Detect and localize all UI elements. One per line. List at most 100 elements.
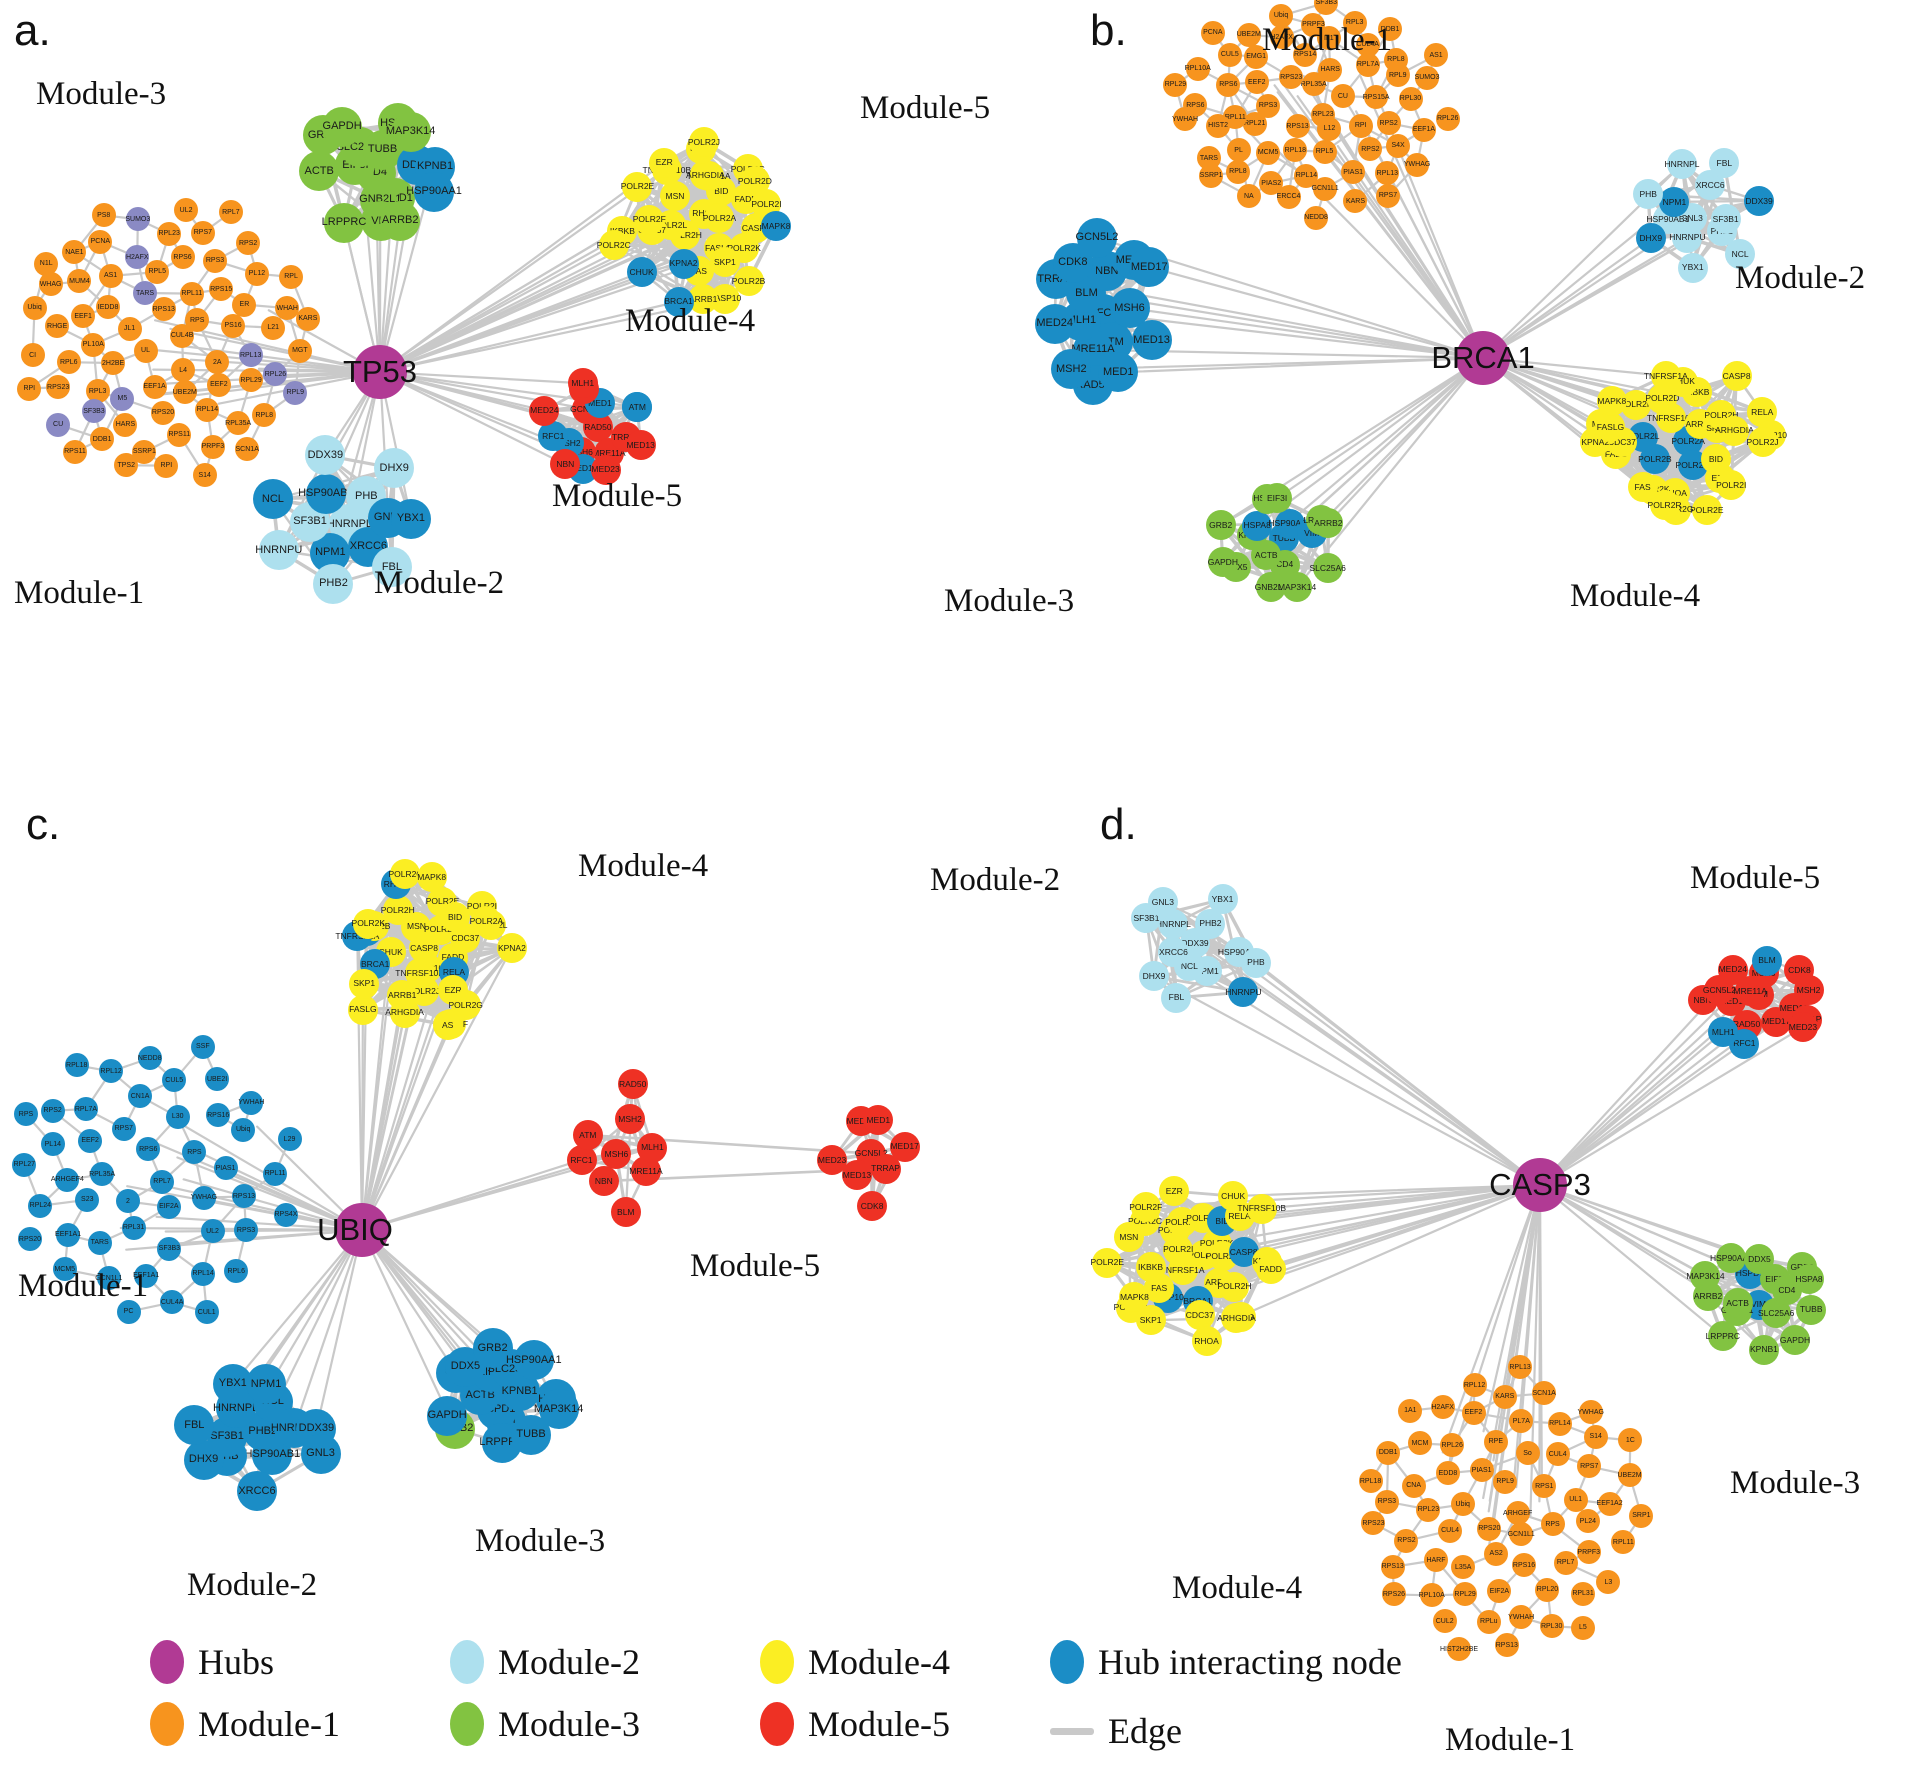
b-m1-node-51[interactable]: YWHAH bbox=[1172, 107, 1198, 132]
c-m1-node-4[interactable]: RPL35A bbox=[89, 1162, 115, 1187]
d-m1-node-35[interactable]: RPL10A bbox=[1419, 1583, 1445, 1608]
b-m1-node-1[interactable]: RPS13 bbox=[1285, 114, 1310, 139]
c-m1-node-9[interactable]: S23 bbox=[75, 1187, 100, 1212]
c-m1-node-43[interactable]: RPS20 bbox=[17, 1227, 42, 1252]
a-m1-node-37[interactable]: RPL35A bbox=[225, 411, 251, 436]
b-m1-node-24[interactable]: PIAS1 bbox=[1341, 160, 1366, 185]
a-m3-node-arrb2[interactable]: ARRB2 bbox=[380, 200, 421, 241]
b-m1-node-8[interactable]: RPI bbox=[1348, 113, 1373, 138]
c-m4-node-polr2h[interactable]: POLR2H bbox=[381, 895, 415, 926]
d-m1-node-0[interactable]: ARHGEF bbox=[1503, 1501, 1532, 1525]
d-m1-node-36[interactable]: KARS bbox=[1492, 1384, 1517, 1409]
d-m4-node-fadd[interactable]: FADD bbox=[1255, 1253, 1286, 1284]
d-m1-node-8[interactable]: RPS bbox=[1540, 1512, 1565, 1537]
c-m4-node-as[interactable]: AS bbox=[432, 1010, 463, 1041]
c-m5a-node-atm[interactable]: ATM bbox=[572, 1120, 603, 1150]
a-m1-node-11[interactable]: UBE2M bbox=[173, 380, 197, 405]
d-m1-node-40[interactable]: RPLu bbox=[1476, 1609, 1501, 1634]
a-m1-node-19[interactable]: RPS20 bbox=[151, 400, 175, 425]
a-m1-node-49[interactable]: SUMO3 bbox=[125, 207, 150, 232]
d-m2-node-gnl3[interactable]: GNL3 bbox=[1147, 887, 1178, 918]
c-m3-node-grb2[interactable]: GRB2 bbox=[472, 1328, 513, 1369]
d-m3-node-hsp90aa1[interactable]: HSP90AA1 bbox=[1710, 1242, 1753, 1273]
b-m3-node-hspa8[interactable]: HSPA8 bbox=[1242, 510, 1273, 541]
d-m5-node-med24[interactable]: MED24 bbox=[1717, 954, 1748, 985]
d-m1-node-6[interactable]: AS2 bbox=[1484, 1541, 1509, 1566]
a-m5-node-med24[interactable]: MED24 bbox=[529, 395, 560, 426]
c-m3-node-hsp90aa1[interactable]: HSP90AA1 bbox=[506, 1340, 562, 1381]
a-m1-node-65[interactable]: RPL7 bbox=[218, 200, 243, 225]
d-m1-node-46[interactable]: DDB1 bbox=[1376, 1440, 1401, 1465]
a-m1-node-60[interactable]: RPL bbox=[279, 264, 304, 289]
a-m1-node-6[interactable]: EEF1A bbox=[142, 374, 167, 399]
d-m1-node-43[interactable]: RPS13 bbox=[1380, 1554, 1405, 1579]
d-m3-node-actb[interactable]: ACTB bbox=[1722, 1288, 1753, 1319]
b-m1-node-55[interactable]: RPL26 bbox=[1435, 106, 1460, 131]
a-m1-node-9[interactable]: 2H2BE bbox=[101, 351, 126, 376]
a-m1-node-61[interactable]: TPS2 bbox=[114, 453, 139, 478]
a-m1-node-1[interactable]: UL bbox=[133, 338, 158, 363]
d-m1-node-32[interactable]: YWHAH bbox=[1508, 1605, 1534, 1630]
d-m1-node-22[interactable]: HARF bbox=[1423, 1548, 1448, 1573]
b-m1-node-10[interactable]: HARS bbox=[1318, 57, 1343, 82]
c-m1-node-24[interactable]: RPL14 bbox=[191, 1261, 216, 1286]
c-m5a-node-rad50[interactable]: RAD50 bbox=[617, 1069, 648, 1100]
d-m1-node-2[interactable]: RPL9 bbox=[1493, 1469, 1518, 1494]
d-m1-node-29[interactable]: PRPF3 bbox=[1576, 1540, 1601, 1565]
a-m1-node-12[interactable]: IEDD8 bbox=[96, 295, 121, 320]
d-m1-node-47[interactable]: UBE2M bbox=[1617, 1463, 1642, 1488]
a-m4-node-polr2a[interactable]: POLR2A bbox=[703, 202, 736, 233]
c-m1-node-45[interactable]: CUL1 bbox=[194, 1300, 219, 1325]
a-m3-node-lrpprc[interactable]: LRPPRC bbox=[322, 202, 366, 243]
b-m3-node-slc25a6[interactable]: SLC25A6 bbox=[1310, 553, 1346, 584]
d-m1-node-59[interactable]: RPL18 bbox=[1358, 1469, 1383, 1494]
c-m4-node-kpna2[interactable]: KPNA2 bbox=[496, 932, 527, 963]
a-m1-node-63[interactable]: RPL9 bbox=[283, 380, 308, 405]
d-m4-node-polr2h[interactable]: POLR2H bbox=[1217, 1271, 1251, 1302]
d-m4-node-arhgdia[interactable]: ARHGDIA bbox=[1217, 1302, 1256, 1333]
b-m1-node-25[interactable]: RPS6 bbox=[1216, 72, 1241, 97]
d-m1-node-42[interactable]: RPL11 bbox=[1611, 1530, 1636, 1555]
a-m3-node-actb[interactable]: ACTB bbox=[299, 151, 340, 192]
b-m3-node-eif3i[interactable]: EIF3I bbox=[1262, 483, 1293, 514]
d-m1-node-18[interactable]: CUL4 bbox=[1545, 1442, 1570, 1467]
c-m4-node-polr2a[interactable]: POLR2A bbox=[470, 906, 503, 937]
d-m1-node-15[interactable]: RPE bbox=[1483, 1429, 1508, 1454]
c-m1-node-6[interactable]: RPL31 bbox=[121, 1215, 146, 1240]
c-m1-node-15[interactable]: CN1A bbox=[128, 1084, 153, 1109]
d-m4-node-ikbkb[interactable]: IKBKB bbox=[1135, 1252, 1166, 1283]
b-m5-node-gcn5l2[interactable]: GCN5L2 bbox=[1076, 217, 1118, 258]
b-m1-node-60[interactable]: AS1 bbox=[1424, 43, 1449, 68]
a-m1-node-48[interactable]: DDB1 bbox=[90, 427, 115, 452]
c-m1-node-37[interactable]: RPL6 bbox=[224, 1259, 249, 1284]
d-m2-node-dhx9[interactable]: DHX9 bbox=[1139, 961, 1169, 992]
a-m1-node-35[interactable]: SF3B3 bbox=[81, 399, 106, 424]
d-m1-node-4[interactable]: Ubiq bbox=[1450, 1492, 1475, 1517]
b-m1-node-12[interactable]: EEF2 bbox=[1244, 70, 1269, 95]
c-m5a-node-blm[interactable]: BLM bbox=[610, 1197, 641, 1228]
c-m2-node-gnl3[interactable]: GNL3 bbox=[300, 1433, 341, 1474]
d-m2-node-xrcc6[interactable]: XRCC6 bbox=[1158, 937, 1189, 968]
a-m1-node-64[interactable]: RPI bbox=[17, 376, 42, 401]
b-m2-node-npm1[interactable]: NPM1 bbox=[1659, 186, 1690, 217]
a-m1-node-33[interactable]: MUM4 bbox=[67, 269, 92, 294]
c-m1-node-33[interactable]: RPS2 bbox=[40, 1098, 65, 1123]
b-m1-node-13[interactable]: RPS15A bbox=[1363, 85, 1390, 110]
b-m2-node-ddx39[interactable]: DDX39 bbox=[1744, 185, 1775, 216]
c-m1-node-23[interactable]: CUL5 bbox=[162, 1068, 187, 1093]
c-m4-node-mapk8[interactable]: MAPK8 bbox=[416, 862, 447, 893]
a-m1-node-55[interactable]: MGT bbox=[287, 338, 312, 363]
c-m1-node-31[interactable]: UBE2I bbox=[205, 1067, 230, 1092]
c-m5a-node-msh6[interactable]: MSH6 bbox=[601, 1139, 632, 1170]
b-m2-node-ybx1[interactable]: YBX1 bbox=[1677, 252, 1708, 283]
b-m4-node-polr2j[interactable]: POLR2J bbox=[1747, 427, 1779, 458]
a-m1-node-57[interactable]: UL2 bbox=[174, 198, 199, 223]
b-m4-node-casp8[interactable]: CASP8 bbox=[1721, 361, 1752, 392]
a-m1-node-7[interactable]: TARS bbox=[133, 281, 158, 305]
d-m1-node-26[interactable]: RPS7 bbox=[1577, 1454, 1602, 1479]
d-m1-node-21[interactable]: PL24 bbox=[1575, 1509, 1600, 1534]
c-m1-node-11[interactable]: SF3B3 bbox=[157, 1236, 182, 1261]
a-m4-node-chuk[interactable]: CHUK bbox=[626, 257, 657, 288]
a-m2-node-phb2[interactable]: PHB2 bbox=[313, 563, 354, 604]
b-m1-node-54[interactable]: PCNA bbox=[1200, 20, 1225, 45]
